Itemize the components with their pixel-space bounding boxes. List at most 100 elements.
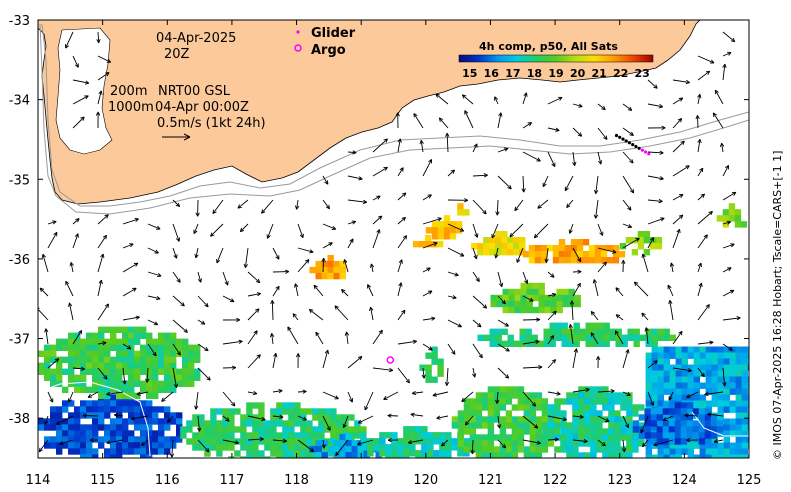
- current-arrow: [322, 223, 337, 230]
- current-arrow: [719, 142, 725, 153]
- current-arrow: [572, 439, 588, 444]
- current-arrow: [195, 199, 200, 217]
- current-arrow: [97, 367, 108, 380]
- current-arrow: [272, 269, 290, 274]
- current-arrow: [247, 271, 261, 284]
- current-arrow: [472, 343, 483, 359]
- current-arrow: [72, 79, 90, 85]
- current-arrow: [344, 331, 350, 345]
- current-arrow: [172, 295, 185, 307]
- current-arrow: [572, 414, 584, 419]
- current-arrow: [495, 391, 500, 404]
- current-arrow: [322, 349, 330, 369]
- colorbar-tick-label: 19: [548, 67, 563, 80]
- current-arrow: [315, 331, 324, 345]
- current-arrow: [572, 127, 583, 137]
- sst-patch: [180, 402, 367, 458]
- current-arrow: [387, 437, 399, 443]
- current-arrow: [122, 287, 137, 297]
- current-arrow: [216, 247, 224, 264]
- current-arrow: [438, 117, 449, 129]
- current-arrow: [497, 271, 504, 288]
- current-arrow: [593, 199, 599, 219]
- current-arrow: [397, 216, 406, 225]
- current-arrow: [97, 341, 107, 346]
- colorbar-title: 4h comp, p50, All Sats: [479, 40, 618, 53]
- current-arrow: [47, 220, 57, 225]
- current-arrow: [297, 223, 304, 239]
- current-arrow: [568, 324, 574, 345]
- current-arrow: [497, 175, 512, 190]
- current-arrow: [47, 391, 54, 403]
- colorbar-ticks: 15 16 17 18 19 20 21 22 23: [462, 67, 650, 80]
- current-arrow: [712, 112, 724, 129]
- current-arrow: [547, 151, 556, 167]
- y-tick-label: -33: [9, 14, 30, 29]
- current-arrow: [397, 138, 402, 153]
- current-arrow: [622, 175, 635, 194]
- current-arrow: [172, 343, 181, 356]
- current-arrow: [294, 199, 300, 210]
- current-arrow: [566, 199, 574, 209]
- current-arrow: [410, 412, 424, 417]
- current-arrow: [697, 138, 702, 153]
- current-arrow: [172, 271, 181, 283]
- current-arrow: [595, 356, 601, 369]
- current-arrow: [713, 439, 724, 444]
- current-arrow: [472, 247, 478, 260]
- current-arrow: [491, 223, 499, 239]
- current-arrow: [322, 415, 331, 431]
- current-arrow: [147, 271, 162, 278]
- current-arrow: [72, 233, 79, 249]
- current-arrow: [640, 415, 649, 434]
- current-arrow: [172, 223, 181, 242]
- current-arrow: [494, 96, 499, 105]
- current-arrow: [193, 223, 199, 235]
- current-arrow: [97, 234, 107, 249]
- current-arrow: [397, 367, 410, 384]
- sst-patch: [716, 203, 748, 228]
- current-arrow: [542, 175, 549, 188]
- current-arrow: [615, 314, 624, 321]
- current-arrow: [372, 229, 381, 249]
- sst-patch: [451, 386, 561, 458]
- glider-point: [637, 146, 641, 150]
- current-arrow: [97, 214, 109, 225]
- current-arrow: [537, 199, 549, 209]
- sst-patch: [457, 203, 470, 216]
- current-arrow: [68, 302, 74, 321]
- current-arrow: [321, 439, 326, 449]
- current-arrow: [597, 103, 606, 111]
- contour-1000m: [39, 23, 749, 215]
- land-mass: [38, 20, 701, 205]
- current-arrow: [38, 307, 49, 321]
- current-arrow: [522, 271, 529, 284]
- current-arrow: [147, 247, 159, 254]
- x-tick-label: 117: [219, 473, 244, 488]
- current-arrow: [122, 243, 134, 249]
- current-arrow: [172, 367, 179, 388]
- current-arrow: [522, 151, 541, 162]
- current-arrow: [597, 261, 607, 273]
- current-arrow: [722, 31, 736, 43]
- current-arrow: [197, 439, 210, 453]
- current-arrow: [497, 295, 506, 305]
- colorbar-tick-label: 17: [505, 67, 520, 80]
- current-arrow: [347, 391, 353, 403]
- current-arrow: [522, 415, 539, 429]
- y-tick-label: -35: [9, 173, 30, 188]
- current-arrow: [447, 247, 465, 257]
- current-arrow: [672, 117, 683, 129]
- current-arrow: [597, 388, 615, 394]
- current-arrow: [497, 319, 509, 327]
- x-tick-label: 125: [737, 473, 762, 488]
- current-arrow: [472, 319, 482, 328]
- current-arrow: [222, 439, 239, 445]
- current-arrow: [383, 391, 399, 400]
- current-arrow: [714, 89, 724, 105]
- current-arrow: [347, 238, 354, 249]
- current-arrow: [247, 308, 260, 321]
- current-arrow: [247, 415, 266, 422]
- current-arrow: [147, 343, 157, 357]
- x-tick-label: 120: [413, 473, 438, 488]
